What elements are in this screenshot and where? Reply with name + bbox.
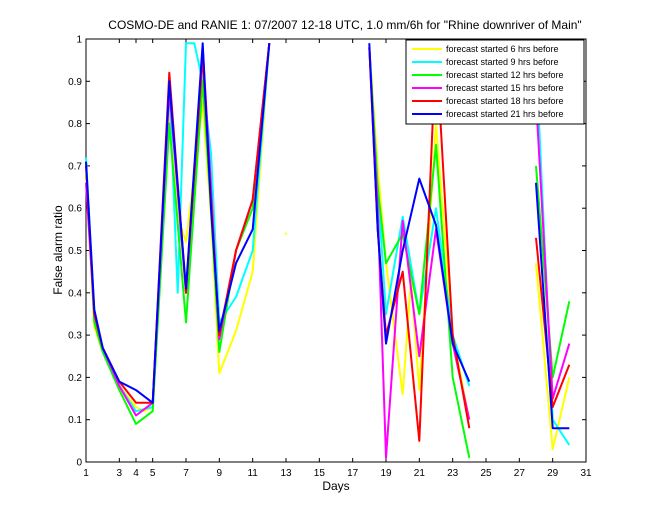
y-tick-label: 0 bbox=[76, 458, 82, 469]
x-tick-label: 27 bbox=[514, 468, 526, 479]
legend-entry: forecast started 12 hrs before bbox=[446, 70, 564, 80]
legend-entry: forecast started 9 hrs before bbox=[446, 57, 559, 67]
x-tick-label: 17 bbox=[347, 468, 359, 479]
y-tick-label: 0.4 bbox=[68, 288, 82, 299]
legend-box bbox=[405, 39, 585, 125]
x-tick-label: 31 bbox=[580, 468, 592, 479]
x-tick-label: 19 bbox=[380, 468, 392, 479]
legend: forecast started 6 hrs before forecast st… bbox=[405, 39, 585, 125]
y-tick-label: 0.8 bbox=[68, 119, 82, 130]
legend-entry: forecast started 6 hrs before bbox=[446, 44, 559, 54]
x-tick-label: 15 bbox=[314, 468, 326, 479]
x-tick-label: 1 bbox=[83, 468, 89, 479]
x-tick-label: 9 bbox=[217, 468, 223, 479]
legend-entry: forecast started 15 hrs before bbox=[446, 83, 564, 93]
x-tick-label: 5 bbox=[150, 468, 156, 479]
x-tick-label: 23 bbox=[447, 468, 459, 479]
y-tick-label: 0.2 bbox=[68, 373, 82, 384]
series-line bbox=[535, 182, 570, 430]
y-tick-label: 0.3 bbox=[68, 331, 82, 342]
x-axis-label: Days bbox=[322, 479, 349, 493]
y-tick-label: 0.1 bbox=[68, 415, 82, 426]
y-tick-label: 0.5 bbox=[68, 246, 82, 257]
series-6 bbox=[85, 42, 570, 430]
x-tick-label: 29 bbox=[547, 468, 559, 479]
y-tick-label: 1 bbox=[76, 35, 82, 46]
y-tick-label: 0.7 bbox=[68, 161, 82, 172]
series-line bbox=[535, 165, 571, 379]
series-line bbox=[368, 43, 471, 383]
series-line bbox=[368, 47, 471, 459]
series-line bbox=[368, 47, 471, 420]
x-tick-label: 13 bbox=[280, 468, 292, 479]
y-tick-label: 0.9 bbox=[68, 77, 82, 88]
legend-entry: forecast started 18 hrs before bbox=[446, 96, 564, 106]
y-axis-label: False alarm ratio bbox=[51, 205, 65, 295]
y-tick-label: 0.6 bbox=[68, 204, 82, 215]
x-tick-label: 25 bbox=[480, 468, 492, 479]
series-line bbox=[535, 263, 571, 451]
x-tick-label: 11 bbox=[247, 468, 258, 479]
x-tick-label: 3 bbox=[117, 468, 123, 479]
chart-title: COSMO-DE and RANIE 1: 07/2007 12-18 UTC,… bbox=[108, 18, 581, 32]
x-tick-label: 7 bbox=[183, 468, 189, 479]
legend-entry: forecast started 21 hrs before bbox=[446, 109, 564, 119]
series-line bbox=[85, 42, 271, 404]
x-tick-label: 21 bbox=[414, 468, 426, 479]
series-line bbox=[535, 237, 571, 408]
x-tick-label: 4 bbox=[133, 468, 139, 479]
